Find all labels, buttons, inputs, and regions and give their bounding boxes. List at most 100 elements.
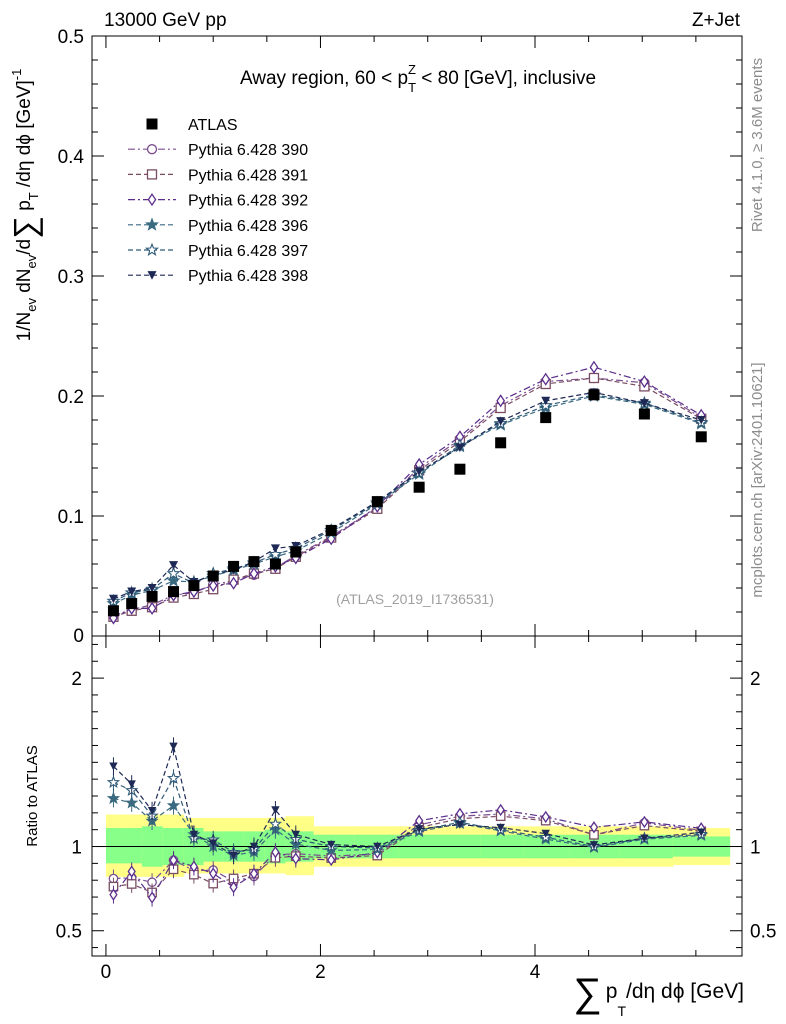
data-point (291, 541, 301, 551)
data-point (169, 561, 179, 570)
ratio-tick-label: 1 (71, 838, 82, 859)
title-sub: T (408, 80, 416, 95)
data-point (589, 360, 599, 374)
mcplots-label: mcplots.cern.ch [arXiv:2401.10621] (749, 362, 766, 597)
ratio-point (271, 845, 280, 859)
ylabel-b: dN (14, 268, 35, 298)
axis-ticks: 0 2 4 0.1 0.2 0.3 0.4 0.5 0 0.5 0.5 1 1 2 2 (56, 27, 777, 983)
y-tick-label: 0.5 (58, 27, 84, 48)
data-point (325, 524, 337, 536)
ratio-point (126, 879, 137, 889)
legend-entry: Pythia 6.428 398 (128, 268, 308, 285)
xlabel-rest: /dη dϕ [GeV] (626, 980, 744, 1003)
legend-marker (147, 193, 157, 207)
ratio-tick-label-right: 0.5 (750, 922, 776, 943)
xlabel-p: p (606, 980, 618, 1003)
ylabel-a: 1/N (14, 312, 35, 342)
data-point (269, 558, 281, 570)
ratio-point (166, 798, 181, 812)
analysis-label: (ATLAS_2019_I1736531) (336, 591, 494, 607)
series-line (113, 394, 702, 602)
ratio-point (229, 851, 238, 860)
ratio-point (169, 853, 178, 867)
data-point (640, 375, 649, 389)
ratio-point (455, 820, 465, 829)
series-atlas (107, 389, 707, 617)
ratio-point (189, 860, 199, 873)
ylabel-t: T (26, 192, 41, 200)
ratio-point (640, 834, 649, 843)
ratio-tick-label-right: 1 (750, 838, 761, 859)
legend-label: ATLAS (188, 117, 238, 134)
ratio-point (326, 840, 336, 849)
ratio-point (249, 842, 259, 851)
data-point (588, 372, 600, 384)
series-line (113, 377, 702, 618)
ratio-point (327, 853, 336, 867)
xlabel-sub: T (617, 1003, 626, 1019)
ratio-point (697, 828, 706, 837)
ratio-point (414, 825, 424, 834)
ratio-point (640, 815, 649, 829)
ratio-point (589, 821, 599, 834)
ratio-tick-label-right: 2 (750, 669, 761, 690)
data-point (249, 567, 259, 581)
data-point (229, 576, 238, 590)
series-line (113, 391, 702, 600)
ylabel-ev1: ev (24, 298, 39, 312)
data-point (454, 463, 466, 475)
ratio-plot-frame (91, 635, 743, 957)
data-point (290, 546, 302, 558)
data-point (166, 573, 181, 587)
data-point (541, 372, 551, 386)
header-right: Z+Jet (692, 10, 741, 31)
data-point (248, 556, 260, 568)
ratio-point (127, 780, 136, 789)
ratio-point (373, 842, 382, 851)
ratio-point (106, 791, 121, 805)
series-line (113, 366, 702, 619)
data-point (107, 605, 119, 617)
legend-entry: Pythia 6.428 392 (128, 193, 308, 210)
ylabel-c: /d (14, 239, 35, 255)
ratio-point (189, 830, 199, 839)
data-point (268, 546, 283, 561)
ratio-point (541, 810, 550, 824)
y-axis-label: 1/Nev dNev/d∑ pT /dη dϕ [GeV]-1 (7, 69, 43, 342)
ratio-y-axis-label: Ratio to ATLAS (24, 745, 41, 846)
data-point (496, 394, 506, 408)
data-point (638, 408, 650, 420)
main-series-group (106, 360, 709, 625)
ratio-point (169, 742, 178, 751)
ratio-point (125, 795, 139, 809)
legend-label: Pythia 6.428 390 (188, 142, 308, 159)
legend-marker (146, 118, 158, 130)
ratio-point (291, 852, 300, 865)
series-mc-5 (106, 387, 709, 608)
ratio-point (268, 817, 283, 830)
data-point (495, 437, 507, 449)
data-point (696, 415, 706, 425)
legend-entry: Pythia 6.428 396 (128, 217, 308, 235)
data-point (108, 594, 118, 604)
ratio-point (271, 806, 280, 815)
legend-marker (146, 169, 158, 180)
ratio-point (324, 843, 338, 857)
legend-label: Pythia 6.428 397 (188, 243, 308, 260)
data-point (147, 601, 157, 615)
data-point (147, 583, 157, 593)
ratio-point (209, 839, 218, 848)
data-point (455, 443, 465, 453)
data-point (588, 389, 600, 401)
data-point (166, 566, 181, 580)
x-tick-label: 0 (101, 962, 112, 983)
data-point (188, 580, 200, 592)
title-sup: Z (408, 62, 416, 77)
data-point (208, 579, 218, 593)
ratio-series-group (106, 737, 708, 907)
x-tick-label: 2 (315, 962, 326, 983)
data-point (228, 560, 240, 572)
data-point (207, 570, 219, 582)
ratio-band-green (122, 828, 143, 864)
legend-label: Pythia 6.428 392 (188, 193, 308, 210)
